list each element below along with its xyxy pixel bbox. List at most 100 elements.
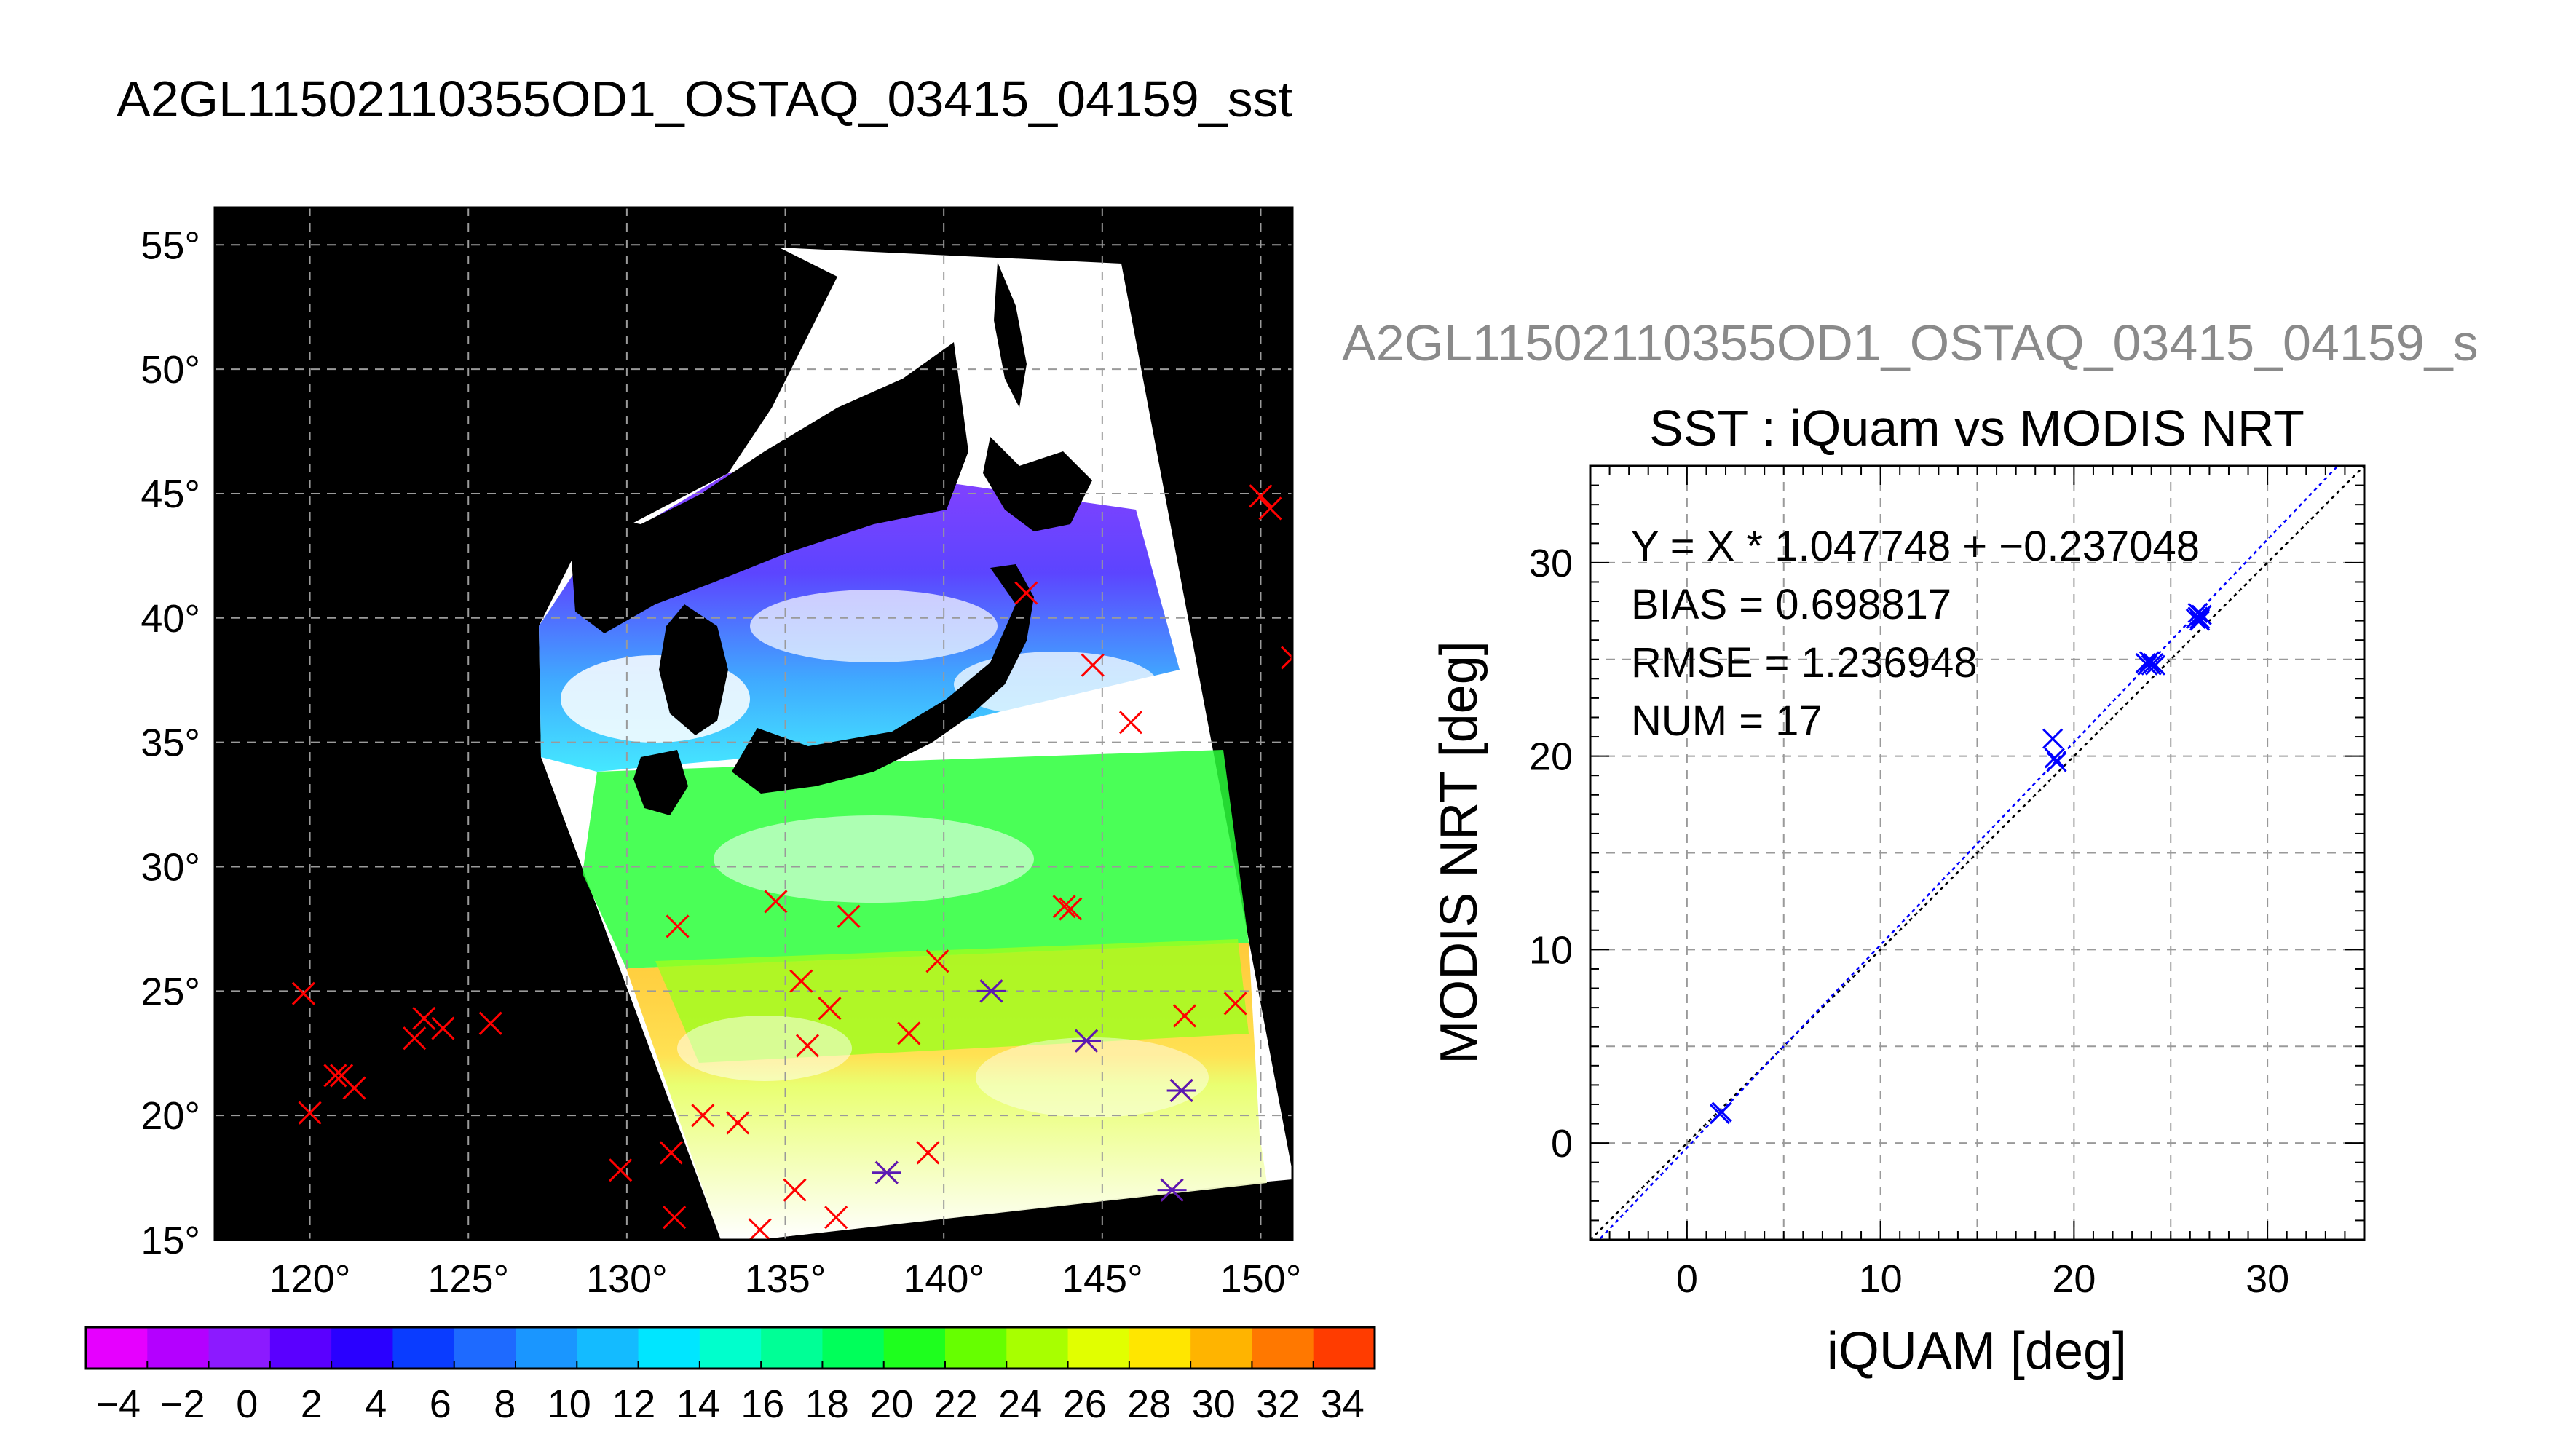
map-y-tick-label: 20° bbox=[141, 1094, 200, 1138]
map-purple-marker bbox=[1072, 1029, 1102, 1053]
scatter-x-tick-label: 20 bbox=[2052, 1257, 2096, 1301]
scatter-x-label: iQUAM [deg] bbox=[1827, 1322, 2127, 1380]
map-red-marker bbox=[1081, 653, 1105, 677]
scatter-annotation-rmse: RMSE = 1.236948 bbox=[1631, 639, 1978, 687]
colorbar-cell bbox=[147, 1327, 210, 1369]
map-y-tick-label: 40° bbox=[141, 597, 200, 641]
map-x-tick-label: 140° bbox=[903, 1257, 984, 1301]
colorbar-tick-label: 34 bbox=[1321, 1382, 1365, 1426]
scatter-points bbox=[1709, 602, 2212, 1125]
scatter-point bbox=[2139, 651, 2160, 672]
map-red-marker bbox=[1118, 711, 1143, 735]
colorbar-cell bbox=[208, 1327, 271, 1369]
scatter-x-axis: 0 10 20 30 bbox=[1676, 1257, 2289, 1301]
map-red-marker bbox=[1014, 581, 1038, 605]
map-red-marker bbox=[1249, 484, 1273, 508]
map-x-tick-label: 125° bbox=[427, 1257, 509, 1301]
scatter-annotation-num: NUM = 17 bbox=[1631, 697, 1823, 745]
map-red-marker bbox=[925, 949, 949, 973]
colorbar-cell bbox=[883, 1327, 946, 1369]
scatter-grid bbox=[1590, 466, 2364, 1240]
map-red-marker bbox=[1172, 1004, 1197, 1028]
map-x-tick-label: 150° bbox=[1220, 1257, 1302, 1301]
map-red-marker bbox=[691, 1104, 715, 1128]
map-red-marker bbox=[478, 1011, 502, 1035]
map-y-tick-label: 30° bbox=[141, 845, 200, 889]
colorbar-cell bbox=[516, 1327, 577, 1369]
map-red-marker bbox=[824, 1206, 848, 1230]
map-red-marker bbox=[323, 1064, 347, 1088]
map-y-tick-label: 15° bbox=[141, 1219, 200, 1262]
map-frame bbox=[213, 206, 1294, 1241]
colorbar-tick-label: 8 bbox=[494, 1382, 516, 1426]
scatter-overlay-title: A2GL11502110355OD1_OSTAQ_03415_04159_s bbox=[1342, 314, 2479, 371]
colorbar-cell bbox=[761, 1327, 823, 1369]
colorbar-tick-label: 30 bbox=[1192, 1382, 1236, 1426]
colorbar-ticks: −4 −2 0 2 4 6 8 10 12 14 16 18 20 22 24 26 28 30 32 34 bbox=[95, 1361, 1365, 1426]
scatter-point bbox=[2044, 748, 2065, 769]
land-honshu bbox=[732, 564, 1034, 794]
colorbar-tick-label: 24 bbox=[998, 1382, 1042, 1426]
scatter-point bbox=[2137, 654, 2158, 676]
colorbar-cell bbox=[699, 1327, 762, 1369]
map-red-marker bbox=[403, 1026, 427, 1051]
scatter-x-tick-label: 0 bbox=[1676, 1257, 1698, 1301]
colorbar-cell bbox=[1006, 1327, 1069, 1369]
scatter-y-label: MODIS NRT [deg] bbox=[1430, 641, 1488, 1064]
map-y-axis: 15° 20° 25° 30° 35° 40° 45° 50° 55° bbox=[141, 223, 200, 1262]
map-red-marker bbox=[764, 890, 788, 914]
map-x-tick-label: 145° bbox=[1062, 1257, 1143, 1301]
colorbar-tick-label: 18 bbox=[805, 1382, 849, 1426]
colorbar-cell bbox=[1313, 1327, 1375, 1369]
scatter-x-tick-label: 10 bbox=[1859, 1257, 1903, 1301]
map-red-marker bbox=[1280, 646, 1292, 670]
map-purple-markers bbox=[872, 979, 1196, 1202]
colorbar-tick-label: 14 bbox=[676, 1382, 720, 1426]
cloud-patch bbox=[714, 815, 1034, 903]
colorbar-cell bbox=[86, 1327, 148, 1369]
colorbar-cell bbox=[331, 1327, 393, 1369]
map-red-marker bbox=[1059, 897, 1083, 921]
scatter-point bbox=[2191, 604, 2212, 625]
scatter-y-tick-label: 10 bbox=[1529, 928, 1573, 972]
colorbar-cell bbox=[269, 1327, 332, 1369]
map-grid bbox=[215, 207, 1292, 1241]
map-red-marker bbox=[837, 904, 861, 928]
scatter-title: SST : iQuam vs MODIS NRT bbox=[1649, 400, 2305, 456]
colorbar-tick-label: 2 bbox=[301, 1382, 323, 1426]
land-hokkaido bbox=[983, 437, 1092, 531]
cloud-patch bbox=[677, 1016, 852, 1081]
land-korea bbox=[659, 604, 728, 735]
map-purple-marker bbox=[872, 1160, 901, 1184]
map-x-tick-label: 130° bbox=[586, 1257, 668, 1301]
map-red-marker bbox=[659, 1141, 683, 1165]
scatter-point bbox=[2046, 751, 2067, 772]
map-red-marker bbox=[663, 1206, 687, 1230]
map-purple-marker bbox=[976, 979, 1006, 1003]
map-red-marker bbox=[609, 1158, 633, 1182]
scatter-minor-ticks bbox=[1590, 465, 2365, 1241]
colorbar-cell bbox=[945, 1327, 1007, 1369]
colorbar-cells bbox=[86, 1327, 1375, 1369]
colorbar-tick-label: 28 bbox=[1127, 1382, 1171, 1426]
scatter-point bbox=[2189, 610, 2211, 631]
colorbar-cell bbox=[1067, 1327, 1130, 1369]
map-red-marker bbox=[342, 1076, 366, 1100]
colorbar-tick-label: 0 bbox=[236, 1382, 258, 1426]
map-red-marker bbox=[431, 1016, 455, 1040]
map-x-tick-label: 120° bbox=[269, 1257, 351, 1301]
map-purple-marker bbox=[1166, 1078, 1196, 1103]
scatter-y-tick-label: 30 bbox=[1529, 542, 1573, 585]
scatter-y-tick-label: 0 bbox=[1551, 1122, 1573, 1166]
map-red-marker bbox=[412, 1006, 436, 1030]
map-y-tick-label: 50° bbox=[141, 348, 200, 392]
colorbar-cell bbox=[638, 1327, 700, 1369]
map-red-marker bbox=[916, 1141, 940, 1165]
colorbar-cell bbox=[1252, 1327, 1314, 1369]
colorbar-tick-label: 10 bbox=[548, 1382, 591, 1426]
scatter-y-axis: 0 10 20 30 bbox=[1529, 542, 1573, 1166]
colorbar-cell bbox=[392, 1327, 455, 1369]
land-sakhalin bbox=[994, 262, 1027, 408]
scatter-point bbox=[1711, 1101, 1732, 1123]
scatter-y-tick-label: 20 bbox=[1529, 735, 1573, 779]
